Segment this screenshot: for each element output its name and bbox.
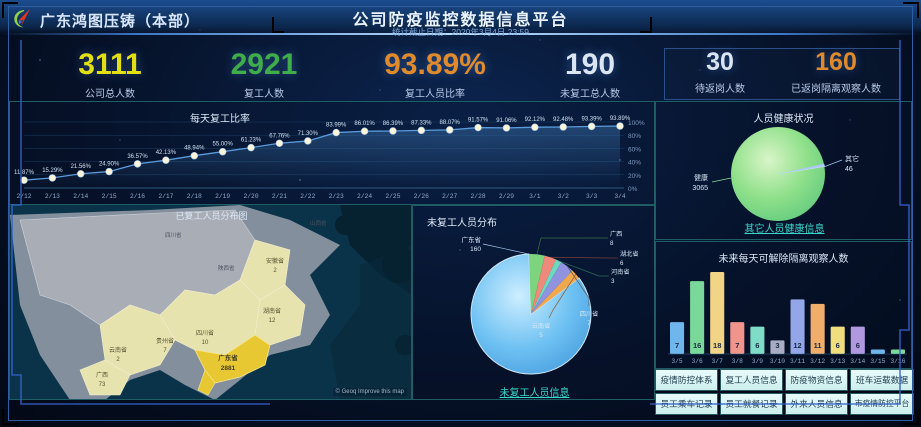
svg-text:88.07%: 88.07%: [440, 120, 461, 126]
svg-text:11: 11: [814, 341, 822, 350]
svg-text:2/21: 2/21: [272, 193, 287, 200]
svg-text:2881: 2881: [221, 365, 236, 372]
svg-text:2/18: 2/18: [187, 193, 202, 200]
svg-text:湖南省: 湖南省: [263, 307, 281, 315]
svg-text:健康: 健康: [694, 173, 708, 182]
svg-text:6: 6: [836, 341, 840, 350]
svg-text:71.30%: 71.30%: [298, 131, 319, 137]
svg-text:3/16: 3/16: [890, 358, 905, 365]
svg-text:3065: 3065: [692, 185, 708, 192]
svg-text:12: 12: [269, 318, 276, 324]
svg-text:3/2: 3/2: [558, 193, 570, 200]
svg-text:6: 6: [856, 341, 860, 350]
svg-text:2/20: 2/20: [243, 193, 258, 200]
svg-text:3/14: 3/14: [850, 358, 865, 365]
svg-text:73: 73: [99, 382, 106, 388]
svg-text:云南省: 云南省: [532, 322, 551, 330]
svg-text:12: 12: [793, 341, 801, 350]
svg-text:92.12%: 92.12%: [525, 117, 546, 123]
svg-text:3/8: 3/8: [732, 358, 744, 365]
svg-text:2/23: 2/23: [329, 193, 344, 200]
svg-text:7: 7: [587, 320, 591, 327]
svg-text:2/22: 2/22: [300, 193, 315, 200]
svg-text:3/11: 3/11: [790, 358, 805, 365]
svg-text:11.87%: 11.87%: [14, 170, 35, 176]
svg-text:云南省: 云南省: [109, 346, 127, 354]
svg-text:67.76%: 67.76%: [269, 133, 290, 139]
svg-text:广西: 广西: [610, 230, 622, 238]
svg-text:广东省: 广东省: [462, 235, 482, 244]
svg-text:160: 160: [470, 246, 481, 253]
svg-text:42.13%: 42.13%: [156, 150, 177, 156]
svg-text:2/24: 2/24: [357, 193, 372, 200]
svg-text:2/14: 2/14: [73, 193, 88, 200]
svg-text:广西: 广西: [96, 371, 108, 379]
svg-text:93.89%: 93.89%: [610, 116, 631, 122]
svg-text:贵州省: 贵州省: [156, 337, 174, 345]
svg-text:92.48%: 92.48%: [553, 117, 574, 123]
svg-text:3/15: 3/15: [870, 358, 885, 365]
svg-text:3/4: 3/4: [614, 193, 626, 200]
svg-text:四川省: 四川省: [165, 231, 182, 239]
svg-text:3/3: 3/3: [586, 193, 598, 200]
svg-text:20%: 20%: [628, 173, 641, 180]
svg-text:15.29%: 15.29%: [42, 168, 63, 174]
svg-text:18: 18: [713, 341, 721, 350]
svg-text:6: 6: [755, 341, 759, 350]
svg-text:100%: 100%: [628, 120, 645, 127]
svg-text:2/19: 2/19: [215, 193, 230, 200]
svg-text:21.56%: 21.56%: [71, 164, 92, 170]
svg-text:其它: 其它: [845, 154, 859, 163]
svg-text:80%: 80%: [628, 133, 641, 140]
svg-text:广东省: 广东省: [218, 353, 238, 362]
svg-text:6: 6: [620, 260, 624, 267]
svg-text:36.57%: 36.57%: [127, 154, 148, 160]
svg-text:2/15: 2/15: [102, 193, 117, 200]
svg-text:3/13: 3/13: [830, 358, 845, 365]
svg-text:61.23%: 61.23%: [241, 138, 262, 144]
svg-text:60%: 60%: [628, 146, 641, 153]
svg-text:91.57%: 91.57%: [468, 118, 489, 124]
svg-text:四川省: 四川省: [196, 329, 214, 337]
svg-text:48.94%: 48.94%: [184, 146, 205, 152]
svg-text:3/1: 3/1: [529, 193, 541, 200]
svg-text:24.90%: 24.90%: [99, 162, 120, 168]
svg-text:91.06%: 91.06%: [496, 118, 517, 124]
svg-text:40%: 40%: [628, 160, 641, 167]
svg-text:2/28: 2/28: [471, 193, 486, 200]
svg-text:3: 3: [611, 278, 615, 285]
svg-text:四川省: 四川省: [580, 310, 599, 318]
svg-text:3/9: 3/9: [752, 358, 764, 365]
svg-text:2/13: 2/13: [45, 193, 60, 200]
svg-text:8: 8: [610, 240, 614, 247]
svg-text:5: 5: [539, 332, 543, 339]
svg-text:陕西省: 陕西省: [218, 264, 235, 272]
svg-text:2/26: 2/26: [414, 193, 429, 200]
svg-text:2/17: 2/17: [158, 193, 173, 200]
svg-text:3/12: 3/12: [810, 358, 825, 365]
svg-text:3/5: 3/5: [671, 358, 683, 365]
svg-text:3/10: 3/10: [770, 358, 785, 365]
svg-text:河南省: 河南省: [611, 268, 630, 276]
svg-text:3: 3: [775, 341, 779, 350]
svg-text:7: 7: [675, 341, 679, 350]
svg-text:93.39%: 93.39%: [581, 116, 602, 122]
svg-text:46: 46: [845, 166, 853, 173]
svg-text:2/12: 2/12: [16, 193, 31, 200]
svg-text:2/27: 2/27: [442, 193, 457, 200]
svg-text:安徽省: 安徽省: [266, 257, 284, 265]
svg-text:湖北省: 湖北省: [620, 250, 639, 258]
svg-text:16: 16: [693, 341, 701, 350]
svg-text:10: 10: [202, 340, 209, 346]
svg-text:3/7: 3/7: [712, 358, 724, 365]
svg-text:2/25: 2/25: [385, 193, 400, 200]
svg-text:55.00%: 55.00%: [212, 142, 233, 148]
svg-text:7: 7: [735, 341, 739, 350]
svg-text:2/29: 2/29: [499, 193, 514, 200]
svg-text:0%: 0%: [628, 186, 638, 193]
svg-text:2/16: 2/16: [130, 193, 145, 200]
svg-text:3/6: 3/6: [691, 358, 703, 365]
